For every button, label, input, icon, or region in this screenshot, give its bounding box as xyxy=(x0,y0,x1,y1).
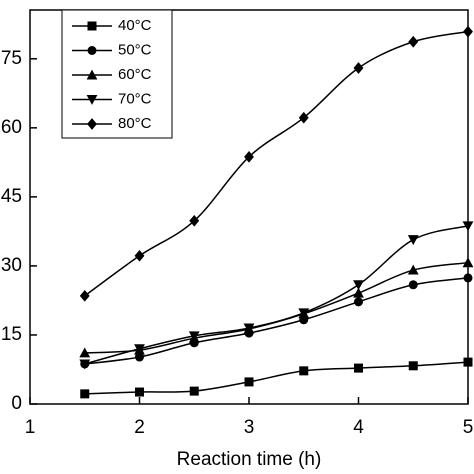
marker xyxy=(353,280,364,291)
marker xyxy=(298,111,309,124)
marker xyxy=(79,289,90,302)
marker xyxy=(189,214,200,227)
marker xyxy=(189,386,199,396)
x-tick-label: 1 xyxy=(25,417,36,438)
series-line xyxy=(84,30,469,297)
marker xyxy=(407,235,419,246)
marker xyxy=(134,344,145,355)
legend-label: 60°C xyxy=(118,66,152,83)
marker xyxy=(354,363,363,373)
legend-box xyxy=(61,9,173,139)
legend-label: 80°C xyxy=(118,115,152,132)
x-tick-label: 2 xyxy=(134,417,145,438)
marker xyxy=(87,21,97,31)
x-tick-label: 3 xyxy=(244,417,255,438)
marker xyxy=(87,118,97,130)
marker xyxy=(79,359,91,370)
y-tick-label: 75 xyxy=(1,48,22,69)
marker xyxy=(244,377,254,387)
marker xyxy=(463,25,473,38)
marker xyxy=(188,331,200,342)
marker xyxy=(353,62,364,74)
marker xyxy=(134,249,145,262)
series-line xyxy=(84,225,469,365)
marker xyxy=(135,352,144,362)
marker xyxy=(407,264,419,275)
legend-label: 40°C xyxy=(118,17,152,34)
marker xyxy=(408,361,418,371)
y-tick-label: 30 xyxy=(1,255,22,276)
marker xyxy=(86,95,98,105)
marker xyxy=(299,366,309,376)
marker xyxy=(463,273,473,283)
series-line xyxy=(84,277,469,365)
marker xyxy=(462,221,474,232)
marker xyxy=(79,347,91,358)
marker xyxy=(86,69,98,80)
y-tick-label: 45 xyxy=(1,186,22,207)
marker xyxy=(243,323,255,334)
x-tick-label: 5 xyxy=(463,417,474,438)
marker xyxy=(80,389,90,399)
marker xyxy=(408,280,418,290)
y-tick-label: 0 xyxy=(11,393,22,414)
series-line xyxy=(84,261,469,354)
marker xyxy=(135,387,144,397)
marker xyxy=(354,297,363,307)
marker xyxy=(298,308,310,319)
marker xyxy=(244,150,254,163)
marker xyxy=(462,257,474,268)
marker xyxy=(87,46,97,55)
y-tick-label: 15 xyxy=(1,324,22,345)
legend-label: 70°C xyxy=(118,90,152,107)
series-line xyxy=(84,361,469,395)
marker xyxy=(353,287,364,298)
legend-label: 50°C xyxy=(118,41,152,58)
marker xyxy=(408,35,419,48)
y-tick-label: 60 xyxy=(1,117,22,138)
marker xyxy=(463,357,473,367)
x-axis-label: Reaction time (h) xyxy=(177,449,322,470)
x-tick-label: 4 xyxy=(353,417,364,438)
